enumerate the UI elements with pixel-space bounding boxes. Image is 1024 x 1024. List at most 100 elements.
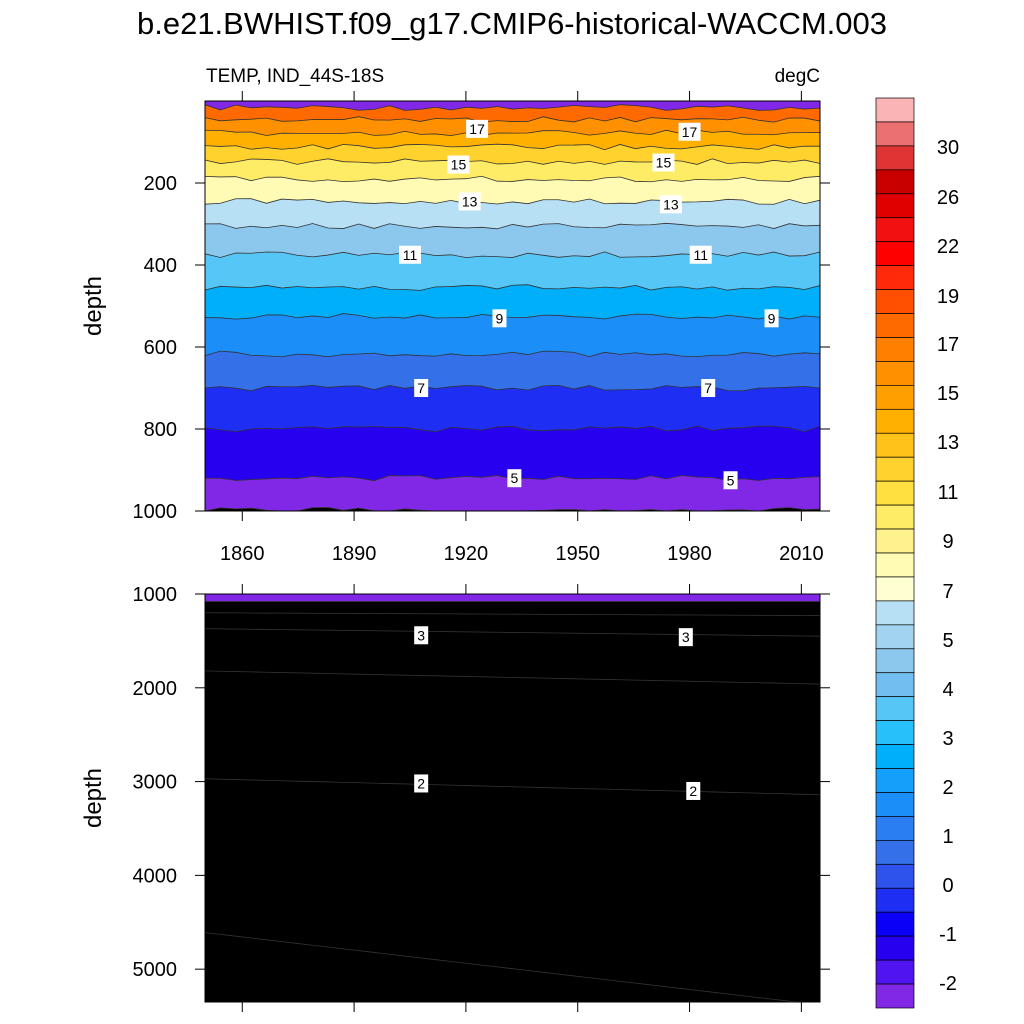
colorbar-tick-label: 15 [937,383,959,405]
upper-isotherm-line [204,143,821,151]
colorbar: 30 26 22 19 17 15 13 11 9 7 5 4 3 2 1 0 -1 -2 [875,97,959,1009]
upper-isotherm-line [204,116,821,123]
upper-contour-label: 15 [447,155,470,174]
colorbar-box [875,863,915,889]
lower-fill-band [205,778,820,1002]
upper-isotherm-line [204,175,821,183]
upper-isotherm-line [204,129,821,137]
colorbar-box [875,935,915,961]
upper-fill-band [205,475,820,511]
lower-axes: 1000 2000 3000 4000 5000 [133,584,830,1012]
colorbar-box [875,241,915,266]
upper-contour-label-text: 9 [496,310,504,326]
colorbar-tick-label: 30 [937,137,959,159]
colorbar-box [875,672,915,698]
upper-isotherm-line [204,222,821,230]
colorbar-tick-label: 1 [942,826,953,848]
upper-isotherm-line [204,350,821,358]
colorbar-tick-label: -2 [939,973,957,995]
colorbar-box [875,265,915,290]
colorbar-box [875,193,915,219]
colorbar-box [875,169,915,195]
lower-isotherm-line [204,932,820,1003]
colorbar-box [875,480,915,506]
upper-contour-label-text: 7 [704,380,712,396]
upper-isotherm-line [204,251,821,259]
upper-plot-frame [204,100,821,512]
upper-contour-label: 7 [701,379,716,397]
colorbar-box [875,600,915,626]
upper-x-tick-label: 1860 [220,543,265,565]
colorbar-box [875,456,915,482]
upper-y-tick-label: 200 [144,173,177,195]
colorbar-tick-label: 13 [937,432,959,454]
upper-contour-label-box [447,155,470,174]
lower-contour-label-text: 3 [417,627,425,643]
lower-contour-label: 2 [414,774,429,793]
upper-contour-label-box [507,469,522,488]
colorbar-box [875,385,915,410]
lower-isotherm-line [204,670,821,685]
lower-contour-label-text: 2 [689,783,697,799]
colorbar-box [875,121,915,147]
upper-contour-label-box [689,245,712,264]
upper-y-tick-label: 1000 [133,501,178,523]
colorbar-tick-label: -1 [939,924,957,946]
lower-panel: 3 3 2 2 1000 2000 3000 4000 5000 depth [80,584,830,1012]
colorbar-box [875,361,915,386]
upper-contour-label: 9 [764,309,779,328]
upper-contour-label-box [723,471,738,490]
colorbar-tick-label: 7 [942,581,953,603]
colorbar-tick-labels: 30 26 22 19 17 15 13 11 9 7 5 4 3 2 1 0 -1 -2 [937,137,959,995]
colorbar-tick-label: 9 [942,531,953,553]
subtitle-units: degC [775,66,820,87]
colorbar-tick-label: 2 [942,777,953,799]
lower-isotherm-line [204,612,821,616]
lower-isotherm-line [204,628,821,637]
upper-contour-label-text: 13 [462,193,478,209]
upper-contour-label-text: 5 [727,472,735,488]
colorbar-box [875,768,915,793]
lower-plot-frame [204,593,821,1003]
lower-y-tick-label: 3000 [133,772,178,794]
colorbar-box [875,624,915,650]
subtitle-left: TEMP, IND_44S-18S [206,66,384,87]
colorbar-box [875,887,915,913]
colorbar-box [875,840,915,865]
upper-isotherm-lines [204,104,821,512]
upper-y-tick-label: 400 [144,255,177,277]
colorbar-box [875,432,915,458]
upper-contour-label-box [652,153,675,172]
colorbar-box [875,911,915,937]
upper-contour-label-box [659,195,682,214]
lower-contour-label-box [686,781,701,800]
upper-contour-label: 9 [492,309,507,328]
colorbar-box [875,792,915,817]
upper-contour-label: 7 [414,379,429,397]
colorbar-tick-label: 11 [938,482,959,504]
upper-x-tick-label: 1890 [332,543,377,565]
lower-contour-labels: 3 3 2 2 [414,626,701,800]
colorbar-tick-label: 0 [942,875,953,897]
lower-contour-label: 3 [678,628,693,647]
upper-contour-label-text: 7 [417,380,425,396]
lower-y-tick-label: 5000 [133,959,178,981]
upper-contour-labels: 17 17 15 15 13 13 11 11 9 9 7 7 5 5 [399,119,779,490]
colorbar-box [875,145,915,171]
lower-y-tick-label: 2000 [133,678,178,700]
upper-isotherm-line [204,104,821,111]
lower-fill-band [205,932,820,1002]
lower-temperature-fills [205,594,820,1002]
upper-contour-label-text: 11 [693,247,708,263]
upper-isotherm-line [204,425,821,433]
lower-contour-label: 3 [414,626,429,645]
upper-contour-label-box [399,245,421,264]
upper-contour-label-box [466,119,489,138]
lower-y-tick-label: 4000 [133,865,178,887]
upper-contour-label: 5 [507,469,522,488]
lower-isotherm-lines [204,601,821,1003]
lower-contour-label-text: 3 [682,629,690,645]
colorbar-tick-label: 19 [937,286,959,308]
upper-contour-label-box [764,309,779,328]
upper-y-axis-label: depth [80,276,107,336]
